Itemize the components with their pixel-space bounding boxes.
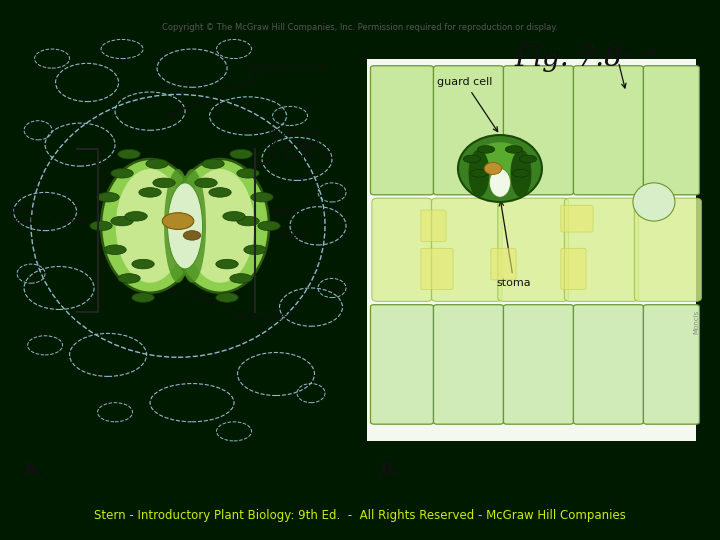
Ellipse shape xyxy=(209,187,231,197)
Ellipse shape xyxy=(111,217,133,226)
FancyBboxPatch shape xyxy=(433,66,503,195)
Ellipse shape xyxy=(472,142,528,185)
Ellipse shape xyxy=(116,169,184,283)
Ellipse shape xyxy=(633,183,675,221)
Ellipse shape xyxy=(101,159,199,293)
FancyBboxPatch shape xyxy=(644,66,699,195)
Ellipse shape xyxy=(230,150,252,159)
FancyBboxPatch shape xyxy=(431,198,502,301)
Ellipse shape xyxy=(216,259,238,269)
Text: guard cell: guard cell xyxy=(437,77,498,132)
Ellipse shape xyxy=(470,170,487,177)
FancyBboxPatch shape xyxy=(644,305,699,424)
Ellipse shape xyxy=(202,159,224,168)
Ellipse shape xyxy=(162,213,194,230)
Text: epidermal cell: epidermal cell xyxy=(577,49,656,88)
FancyBboxPatch shape xyxy=(491,248,516,280)
Text: Copyright © The McGraw Hill Companies, Inc. Permission required for reproduction: Copyright © The McGraw Hill Companies, I… xyxy=(162,23,558,32)
Ellipse shape xyxy=(216,293,238,302)
Ellipse shape xyxy=(244,245,266,254)
Text: guard
cell: guard cell xyxy=(9,206,40,227)
Ellipse shape xyxy=(146,159,168,168)
Ellipse shape xyxy=(90,221,112,231)
Ellipse shape xyxy=(490,168,510,197)
Ellipse shape xyxy=(230,274,252,283)
Ellipse shape xyxy=(118,150,140,159)
FancyBboxPatch shape xyxy=(433,305,503,424)
Ellipse shape xyxy=(186,169,254,283)
FancyBboxPatch shape xyxy=(498,198,569,301)
Text: Moncls: Moncls xyxy=(693,309,699,334)
Ellipse shape xyxy=(458,135,542,202)
Text: thickened
inner wall
of guard cell: thickened inner wall of guard cell xyxy=(203,128,334,191)
FancyBboxPatch shape xyxy=(634,198,701,301)
FancyBboxPatch shape xyxy=(503,66,573,195)
FancyBboxPatch shape xyxy=(371,305,433,424)
Ellipse shape xyxy=(132,259,154,269)
Ellipse shape xyxy=(168,183,202,269)
Ellipse shape xyxy=(184,231,201,240)
Ellipse shape xyxy=(97,192,120,202)
Ellipse shape xyxy=(132,293,154,302)
Ellipse shape xyxy=(469,150,490,197)
Ellipse shape xyxy=(505,146,523,153)
Text: stoma: stoma xyxy=(189,206,302,227)
Text: nucleus: nucleus xyxy=(189,229,310,240)
Text: B.: B. xyxy=(381,461,400,478)
Ellipse shape xyxy=(171,159,269,293)
FancyBboxPatch shape xyxy=(561,205,593,232)
Ellipse shape xyxy=(463,155,481,163)
Ellipse shape xyxy=(195,178,217,187)
Text: A.: A. xyxy=(24,461,44,478)
Ellipse shape xyxy=(510,150,531,197)
Ellipse shape xyxy=(222,212,246,221)
Ellipse shape xyxy=(104,245,126,254)
FancyBboxPatch shape xyxy=(367,58,696,441)
Ellipse shape xyxy=(519,155,536,163)
Ellipse shape xyxy=(512,170,530,177)
Text: Stern - Introductory Plant Biology: 9th Ed.  -  All Rights Reserved - McGraw Hil: Stern - Introductory Plant Biology: 9th … xyxy=(94,509,626,522)
FancyBboxPatch shape xyxy=(421,210,446,241)
Ellipse shape xyxy=(118,274,140,283)
Ellipse shape xyxy=(485,163,502,174)
Text: epidermal cell: epidermal cell xyxy=(168,63,322,115)
Ellipse shape xyxy=(251,192,273,202)
Ellipse shape xyxy=(111,168,133,178)
Text: Fig. 7.8: Fig. 7.8 xyxy=(514,45,621,72)
Ellipse shape xyxy=(125,212,148,221)
Text: chloroplast: chloroplast xyxy=(168,288,292,322)
Ellipse shape xyxy=(139,187,161,197)
Ellipse shape xyxy=(237,217,259,226)
FancyBboxPatch shape xyxy=(573,305,644,424)
Ellipse shape xyxy=(258,221,280,231)
Ellipse shape xyxy=(237,168,259,178)
Text: stoma: stoma xyxy=(497,201,531,288)
FancyBboxPatch shape xyxy=(371,66,433,195)
FancyBboxPatch shape xyxy=(573,66,644,195)
Ellipse shape xyxy=(164,169,192,283)
FancyBboxPatch shape xyxy=(503,305,573,424)
Ellipse shape xyxy=(153,178,175,187)
FancyBboxPatch shape xyxy=(564,198,639,301)
FancyBboxPatch shape xyxy=(372,198,432,301)
Ellipse shape xyxy=(178,169,206,283)
FancyBboxPatch shape xyxy=(561,248,586,289)
Ellipse shape xyxy=(477,146,495,153)
FancyBboxPatch shape xyxy=(421,248,453,289)
